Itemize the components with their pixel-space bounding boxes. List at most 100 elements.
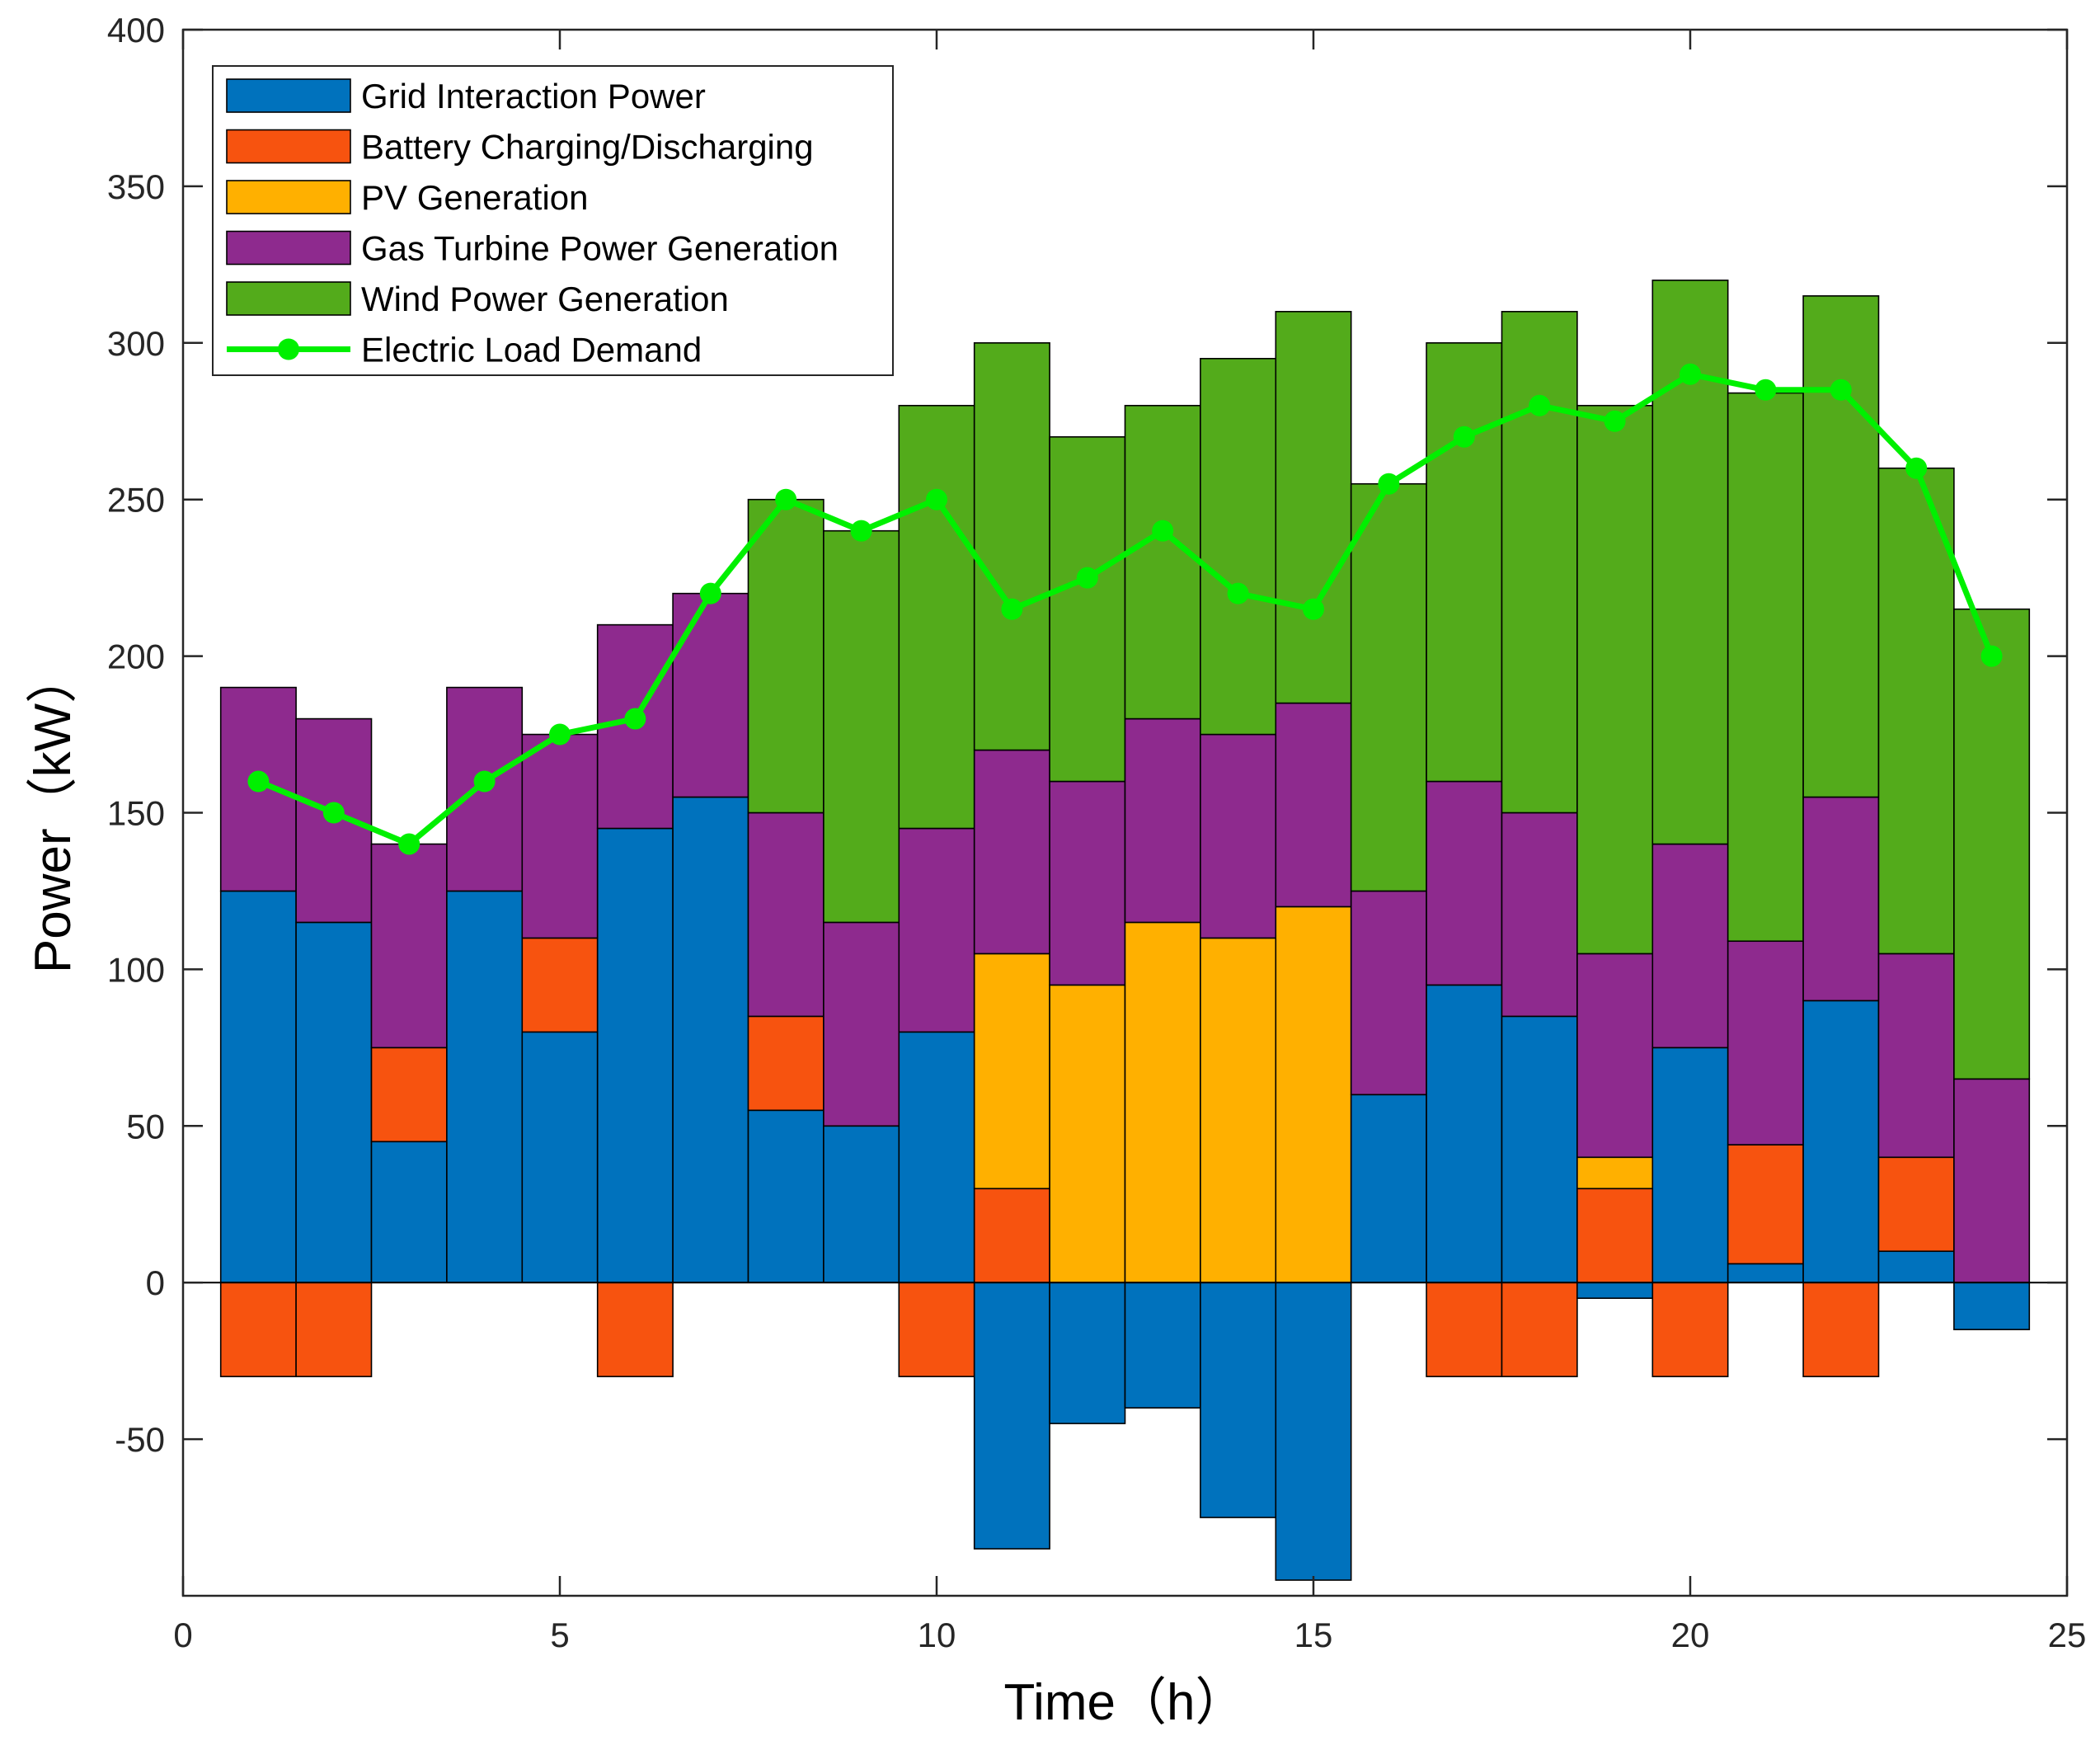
bar-grid-interaction-power-t17 bbox=[1426, 984, 1503, 1284]
bar-gas-turbine-power-generation-t3 bbox=[370, 843, 448, 1049]
legend-box bbox=[212, 65, 894, 376]
bar-grid-interaction-power-t11 bbox=[973, 1282, 1050, 1550]
bar-gas-turbine-power-generation-t11 bbox=[973, 749, 1050, 955]
load-point-t19 bbox=[1604, 410, 1626, 432]
bar-wind-power-generation-t23 bbox=[1877, 467, 1955, 955]
bar-grid-interaction-power-t10 bbox=[898, 1031, 975, 1283]
bar-grid-interaction-power-t9 bbox=[823, 1125, 900, 1284]
x-axis-title: Time（h） bbox=[1004, 1674, 1247, 1731]
bar-gas-turbine-power-generation-t7 bbox=[672, 592, 749, 798]
y-tick-label: -50 bbox=[115, 1420, 165, 1459]
bar-gas-turbine-power-generation-t24 bbox=[1953, 1078, 2031, 1283]
bar-gas-turbine-power-generation-t23 bbox=[1877, 953, 1955, 1159]
legend-swatch bbox=[226, 129, 351, 164]
bar-battery-charging-discharging-t10 bbox=[898, 1282, 975, 1377]
load-point-t22 bbox=[1830, 379, 1852, 401]
bar-grid-interaction-power-t8 bbox=[747, 1109, 824, 1284]
load-point-t9 bbox=[850, 520, 872, 542]
bar-grid-interaction-power-t19 bbox=[1576, 1282, 1654, 1299]
x-tick-label: 25 bbox=[2048, 1616, 2087, 1654]
legend-swatch bbox=[226, 230, 351, 266]
ticks-layer: 0 5 10 15 20 25 -50 0 50 100 150 200 250 300 350 400 bbox=[107, 11, 2086, 1654]
load-point-t21 bbox=[1755, 379, 1777, 401]
bar-battery-charging-discharging-t22 bbox=[1802, 1282, 1880, 1377]
bar-gas-turbine-power-generation-t15 bbox=[1275, 702, 1352, 908]
bar-gas-turbine-power-generation-t17 bbox=[1426, 780, 1503, 986]
load-point-t5 bbox=[549, 723, 571, 746]
bars-layer bbox=[219, 280, 2031, 1581]
bar-gas-turbine-power-generation-t19 bbox=[1576, 953, 1654, 1159]
legend-label: Grid Interaction Power bbox=[361, 77, 706, 115]
load-point-t18 bbox=[1529, 394, 1551, 416]
y-tick-label: 100 bbox=[107, 950, 165, 989]
bar-gas-turbine-power-generation-t5 bbox=[521, 733, 599, 939]
bar-battery-charging-discharging-t1 bbox=[219, 1282, 297, 1377]
bar-pv-generation-t19 bbox=[1576, 1156, 1654, 1190]
load-point-t16 bbox=[1378, 473, 1400, 495]
x-tick-label: 15 bbox=[1294, 1616, 1333, 1654]
bar-wind-power-generation-t12 bbox=[1049, 435, 1126, 783]
bar-grid-interaction-power-t23 bbox=[1877, 1250, 1955, 1283]
load-point-t10 bbox=[926, 488, 947, 510]
bar-grid-interaction-power-t13 bbox=[1124, 1282, 1201, 1409]
x-tick-label: 10 bbox=[918, 1616, 956, 1654]
bar-wind-power-generation-t8 bbox=[747, 498, 824, 814]
y-tick-label: 300 bbox=[107, 324, 165, 363]
x-tick-label: 0 bbox=[173, 1616, 192, 1654]
legend-swatch bbox=[226, 281, 351, 316]
bar-gas-turbine-power-generation-t12 bbox=[1049, 780, 1126, 986]
bar-grid-interaction-power-t21 bbox=[1727, 1263, 1804, 1283]
y-tick-label: 350 bbox=[107, 167, 165, 206]
y-axis-title: Power（kW） bbox=[25, 652, 82, 973]
bar-grid-interaction-power-t12 bbox=[1049, 1282, 1126, 1424]
load-point-t20 bbox=[1680, 363, 1701, 385]
y-tick-label: 400 bbox=[107, 11, 165, 49]
bar-grid-interaction-power-t15 bbox=[1275, 1282, 1352, 1581]
load-point-t13 bbox=[1152, 520, 1174, 542]
bar-wind-power-generation-t10 bbox=[898, 404, 975, 830]
y-tick-label: 50 bbox=[126, 1107, 165, 1145]
bar-wind-power-generation-t21 bbox=[1727, 392, 1804, 943]
bar-pv-generation-t11 bbox=[973, 953, 1050, 1190]
bar-gas-turbine-power-generation-t9 bbox=[823, 921, 900, 1127]
load-point-t14 bbox=[1227, 582, 1249, 605]
legend-label: Gas Turbine Power Generation bbox=[361, 229, 839, 268]
bar-battery-charging-discharging-t18 bbox=[1501, 1282, 1578, 1377]
bar-grid-interaction-power-t3 bbox=[370, 1141, 448, 1284]
legend-marker bbox=[278, 338, 299, 360]
bar-grid-interaction-power-t6 bbox=[596, 827, 674, 1284]
legend-label: PV Generation bbox=[361, 178, 589, 217]
bar-gas-turbine-power-generation-t13 bbox=[1124, 717, 1201, 924]
bar-wind-power-generation-t9 bbox=[823, 529, 900, 924]
load-line-layer bbox=[247, 363, 2003, 855]
bar-wind-power-generation-t19 bbox=[1576, 404, 1654, 955]
bar-gas-turbine-power-generation-t22 bbox=[1802, 796, 1880, 1002]
bar-pv-generation-t15 bbox=[1275, 906, 1352, 1283]
bar-battery-charging-discharging-t21 bbox=[1727, 1144, 1804, 1265]
load-point-t17 bbox=[1453, 426, 1475, 448]
bar-pv-generation-t13 bbox=[1124, 921, 1201, 1284]
bar-wind-power-generation-t14 bbox=[1200, 357, 1277, 736]
bar-grid-interaction-power-t1 bbox=[219, 890, 297, 1283]
bar-grid-interaction-power-t24 bbox=[1953, 1282, 2031, 1330]
bar-wind-power-generation-t15 bbox=[1275, 311, 1352, 704]
bar-gas-turbine-power-generation-t10 bbox=[898, 827, 975, 1033]
bar-grid-interaction-power-t14 bbox=[1200, 1282, 1277, 1518]
load-point-t6 bbox=[624, 708, 646, 730]
load-point-t24 bbox=[1980, 645, 2003, 667]
legend-label: Electric Load Demand bbox=[361, 331, 702, 369]
load-point-t12 bbox=[1076, 567, 1098, 589]
bar-gas-turbine-power-generation-t8 bbox=[747, 811, 824, 1018]
bar-gas-turbine-power-generation-t16 bbox=[1350, 890, 1427, 1096]
load-point-t23 bbox=[1905, 457, 1928, 479]
bar-grid-interaction-power-t20 bbox=[1651, 1047, 1729, 1283]
bar-battery-charging-discharging-t5 bbox=[521, 937, 599, 1033]
load-point-t2 bbox=[322, 802, 345, 824]
bar-grid-interaction-power-t16 bbox=[1350, 1094, 1427, 1283]
bar-grid-interaction-power-t2 bbox=[295, 921, 373, 1284]
bar-grid-interaction-power-t4 bbox=[446, 890, 524, 1283]
bar-pv-generation-t14 bbox=[1200, 937, 1277, 1284]
bar-battery-charging-discharging-t6 bbox=[596, 1282, 674, 1377]
